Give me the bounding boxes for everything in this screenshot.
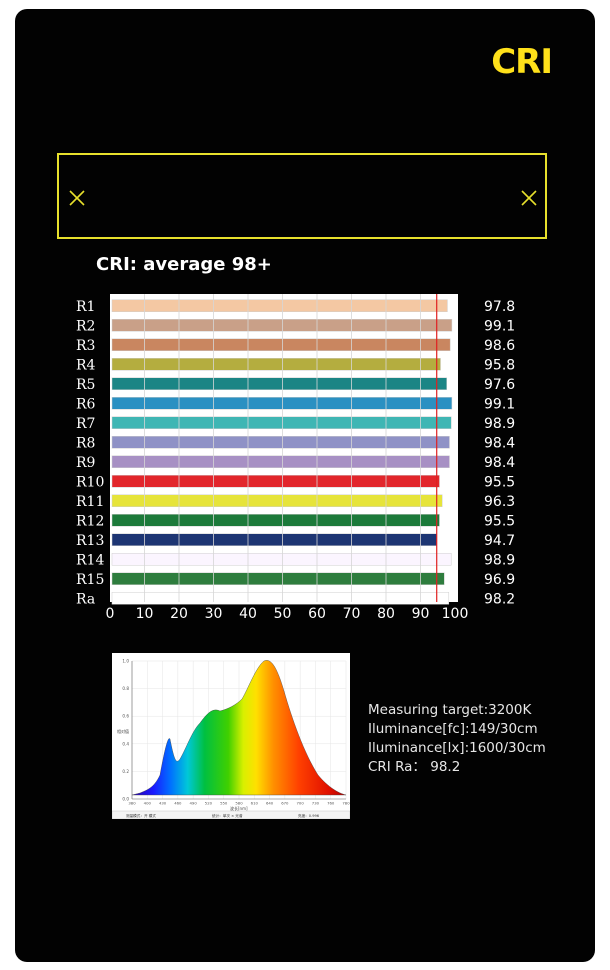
category-label-r14: R14 [76,552,104,568]
value-label-r3: 98.6 [484,338,515,354]
value-label-r5: 97.6 [484,377,515,393]
bar-r1 [111,299,448,312]
spectrum-x-tick: 580 [235,801,243,806]
value-label-r2: 99.1 [484,318,515,334]
bar-r13 [111,533,437,546]
spectrum-y-tick: 0.2 [122,769,129,774]
category-label-r4: R4 [76,357,96,373]
bar-r10 [111,475,440,488]
category-label-r8: R8 [76,435,95,451]
spectrum-x-tick: 670 [281,801,289,806]
spectrum-curve [131,660,347,796]
bar-r2 [111,319,453,332]
value-label-r14: 98.9 [484,552,515,568]
category-label-r10: R10 [76,474,104,490]
close-x-icon [521,190,537,206]
spectrum-x-tick: 760 [327,801,335,806]
value-label-r15: 96.9 [484,572,515,588]
category-label-r6: R6 [76,396,96,412]
bar-ra [111,592,450,605]
spectrum-x-tick: 780 [342,801,350,806]
x-tick-label-0: 0 [106,606,115,622]
spectrum-x-tick: 730 [312,801,320,806]
x-tick-label-100: 100 [442,606,469,622]
value-label-r8: 98.4 [484,435,515,451]
category-label-r1: R1 [76,299,95,315]
bar-r5 [111,377,447,390]
cri-bar-chart: R1 97.8 R2 99.1 R3 98.6 R4 95.8 R5 97.6 R6 99.1 R7 98… [76,294,515,622]
spectrum-y-tick: 1.0 [122,659,129,664]
x-tick-label-10: 10 [136,606,154,622]
bar-r4 [111,358,441,371]
spectrum-footer-1: 测量模式：开 模式 [126,813,156,818]
value-label-r6: 99.1 [484,396,515,412]
measuring-target: Measuring target:3200K [368,702,532,718]
spectrum-y-tick: 0.8 [122,686,129,691]
spectrum-x-tick: 430 [159,801,167,806]
spectrum-y-tick: 0.4 [122,741,129,746]
spectrum-x-tick: 400 [144,801,152,806]
category-label-r11: R11 [76,494,104,510]
spectrum-footer-2: 统计：单次 × 光谱 [212,813,243,818]
spectrum-graph: 1.0 0.8 0.6 0.4 0.2 0.0 380 400 430 460 490 520 550… [111,653,350,820]
spectrum-x-tick: 460 [174,801,182,806]
spectrum-x-tick: 550 [220,801,228,806]
x-tick-label-20: 20 [170,606,188,622]
value-label-r13: 94.7 [484,533,515,549]
spectrum-x-tick: 610 [251,801,259,806]
bar-r12 [111,514,440,527]
close-x-icon [69,190,85,206]
category-label-ra: Ra [76,591,95,607]
spectrum-x-tick: 700 [297,801,305,806]
spectrum-y-tick: 0.6 [122,714,129,719]
value-label-r10: 95.5 [484,474,515,490]
value-label-r11: 96.3 [484,494,515,510]
x-tick-label-50: 50 [274,606,292,622]
bar-r8 [111,436,450,449]
value-label-r1: 97.8 [484,299,515,315]
x-tick-label-40: 40 [239,606,257,622]
x-tick-label-30: 30 [205,606,223,622]
spectrum-xlabel: 波长[nm] [230,805,248,811]
category-label-r15: R15 [76,572,104,588]
illuminance-fc: Iluminance[fc]:149/30cm [368,721,538,737]
value-label-ra: 98.2 [484,591,515,607]
category-label-r5: R5 [76,377,95,393]
category-label-r7: R7 [76,416,95,432]
x-tick-label-70: 70 [343,606,361,622]
spectrum-x-tick: 640 [266,801,274,806]
spectrum-x-tick: 520 [205,801,213,806]
bar-r7 [111,416,452,429]
x-tick-label-60: 60 [308,606,326,622]
spectrum-footer-3: 亮度：0.996 [298,813,320,818]
x-tick-label-90: 90 [412,606,430,622]
spectrum-x-tick: 490 [190,801,198,806]
bar-r11 [111,494,443,507]
category-label-r3: R3 [76,338,95,354]
spectrum-ylabel: 相对值 [117,728,129,734]
bar-r6 [111,397,453,410]
category-label-r2: R2 [76,318,95,334]
spectrum-svg: 1.0 0.8 0.6 0.4 0.2 0.0 380 400 430 460 490 520 550… [111,653,350,820]
value-label-r7: 98.9 [484,416,515,432]
illuminance-lx: Iluminance[lx]:1600/30cm [368,740,546,756]
category-label-r13: R13 [76,533,104,549]
bar-r3 [111,338,451,351]
category-label-r12: R12 [76,513,104,529]
chart-subtitle: CRI: average 98+ [96,254,272,275]
x-tick-label-80: 80 [377,606,395,622]
value-label-r9: 98.4 [484,455,515,471]
spectrum-x-tick: 380 [128,801,136,806]
image-placeholder-frame [57,153,547,239]
page-title: CRI [491,42,553,82]
value-label-r12: 95.5 [484,513,515,529]
bar-r15 [111,572,445,585]
bar-r14 [111,553,452,566]
spectrum-y-tick: 0.0 [122,797,129,802]
category-label-r9: R9 [76,455,95,471]
bar-r9 [111,455,450,468]
value-label-r4: 95.8 [484,357,515,373]
measurement-info: Measuring target:3200K Iluminance[fc]:14… [368,701,546,777]
cri-ra: CRI Ra： 98.2 [368,759,461,775]
